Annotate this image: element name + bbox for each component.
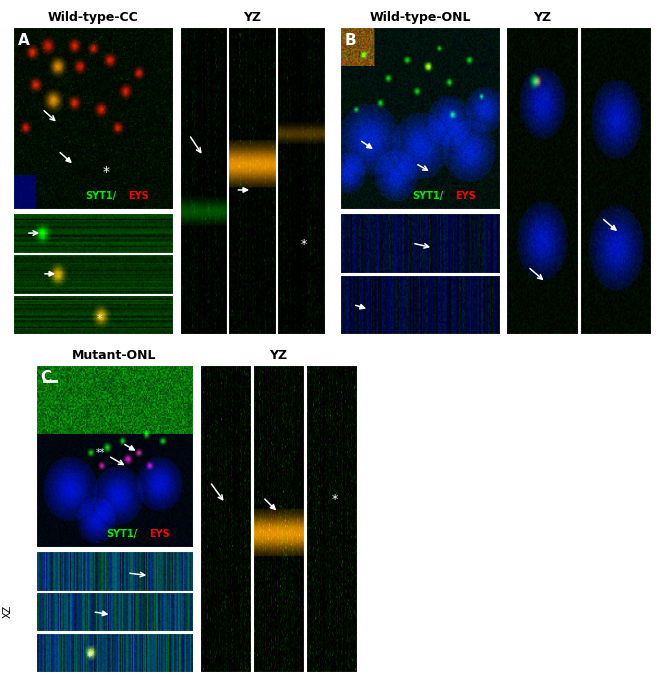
Text: SYT1/: SYT1/ bbox=[412, 191, 443, 202]
Text: *: * bbox=[103, 165, 110, 179]
Text: YZ: YZ bbox=[243, 11, 261, 24]
Text: Mutant-ONL: Mutant-ONL bbox=[72, 348, 157, 362]
Text: XZ: XZ bbox=[306, 259, 316, 273]
Text: C: C bbox=[41, 371, 52, 386]
Text: SYT1/: SYT1/ bbox=[86, 191, 116, 202]
Text: *: * bbox=[86, 653, 92, 662]
Text: B: B bbox=[345, 33, 357, 48]
Text: *: * bbox=[97, 314, 102, 325]
Text: EYS: EYS bbox=[128, 191, 149, 202]
Text: EYS: EYS bbox=[149, 530, 170, 539]
Text: XZ: XZ bbox=[3, 605, 13, 619]
Text: **: ** bbox=[95, 448, 105, 458]
Text: EYS: EYS bbox=[455, 191, 476, 202]
Text: Wild-type-CC: Wild-type-CC bbox=[48, 11, 139, 24]
Text: YZ: YZ bbox=[533, 11, 551, 24]
Text: SYT1/: SYT1/ bbox=[107, 530, 138, 539]
Text: A: A bbox=[18, 33, 30, 48]
Text: *: * bbox=[331, 493, 338, 507]
Text: YZ: YZ bbox=[269, 348, 288, 362]
Text: *: * bbox=[301, 238, 307, 251]
Text: Wild-type-ONL: Wild-type-ONL bbox=[369, 11, 471, 24]
